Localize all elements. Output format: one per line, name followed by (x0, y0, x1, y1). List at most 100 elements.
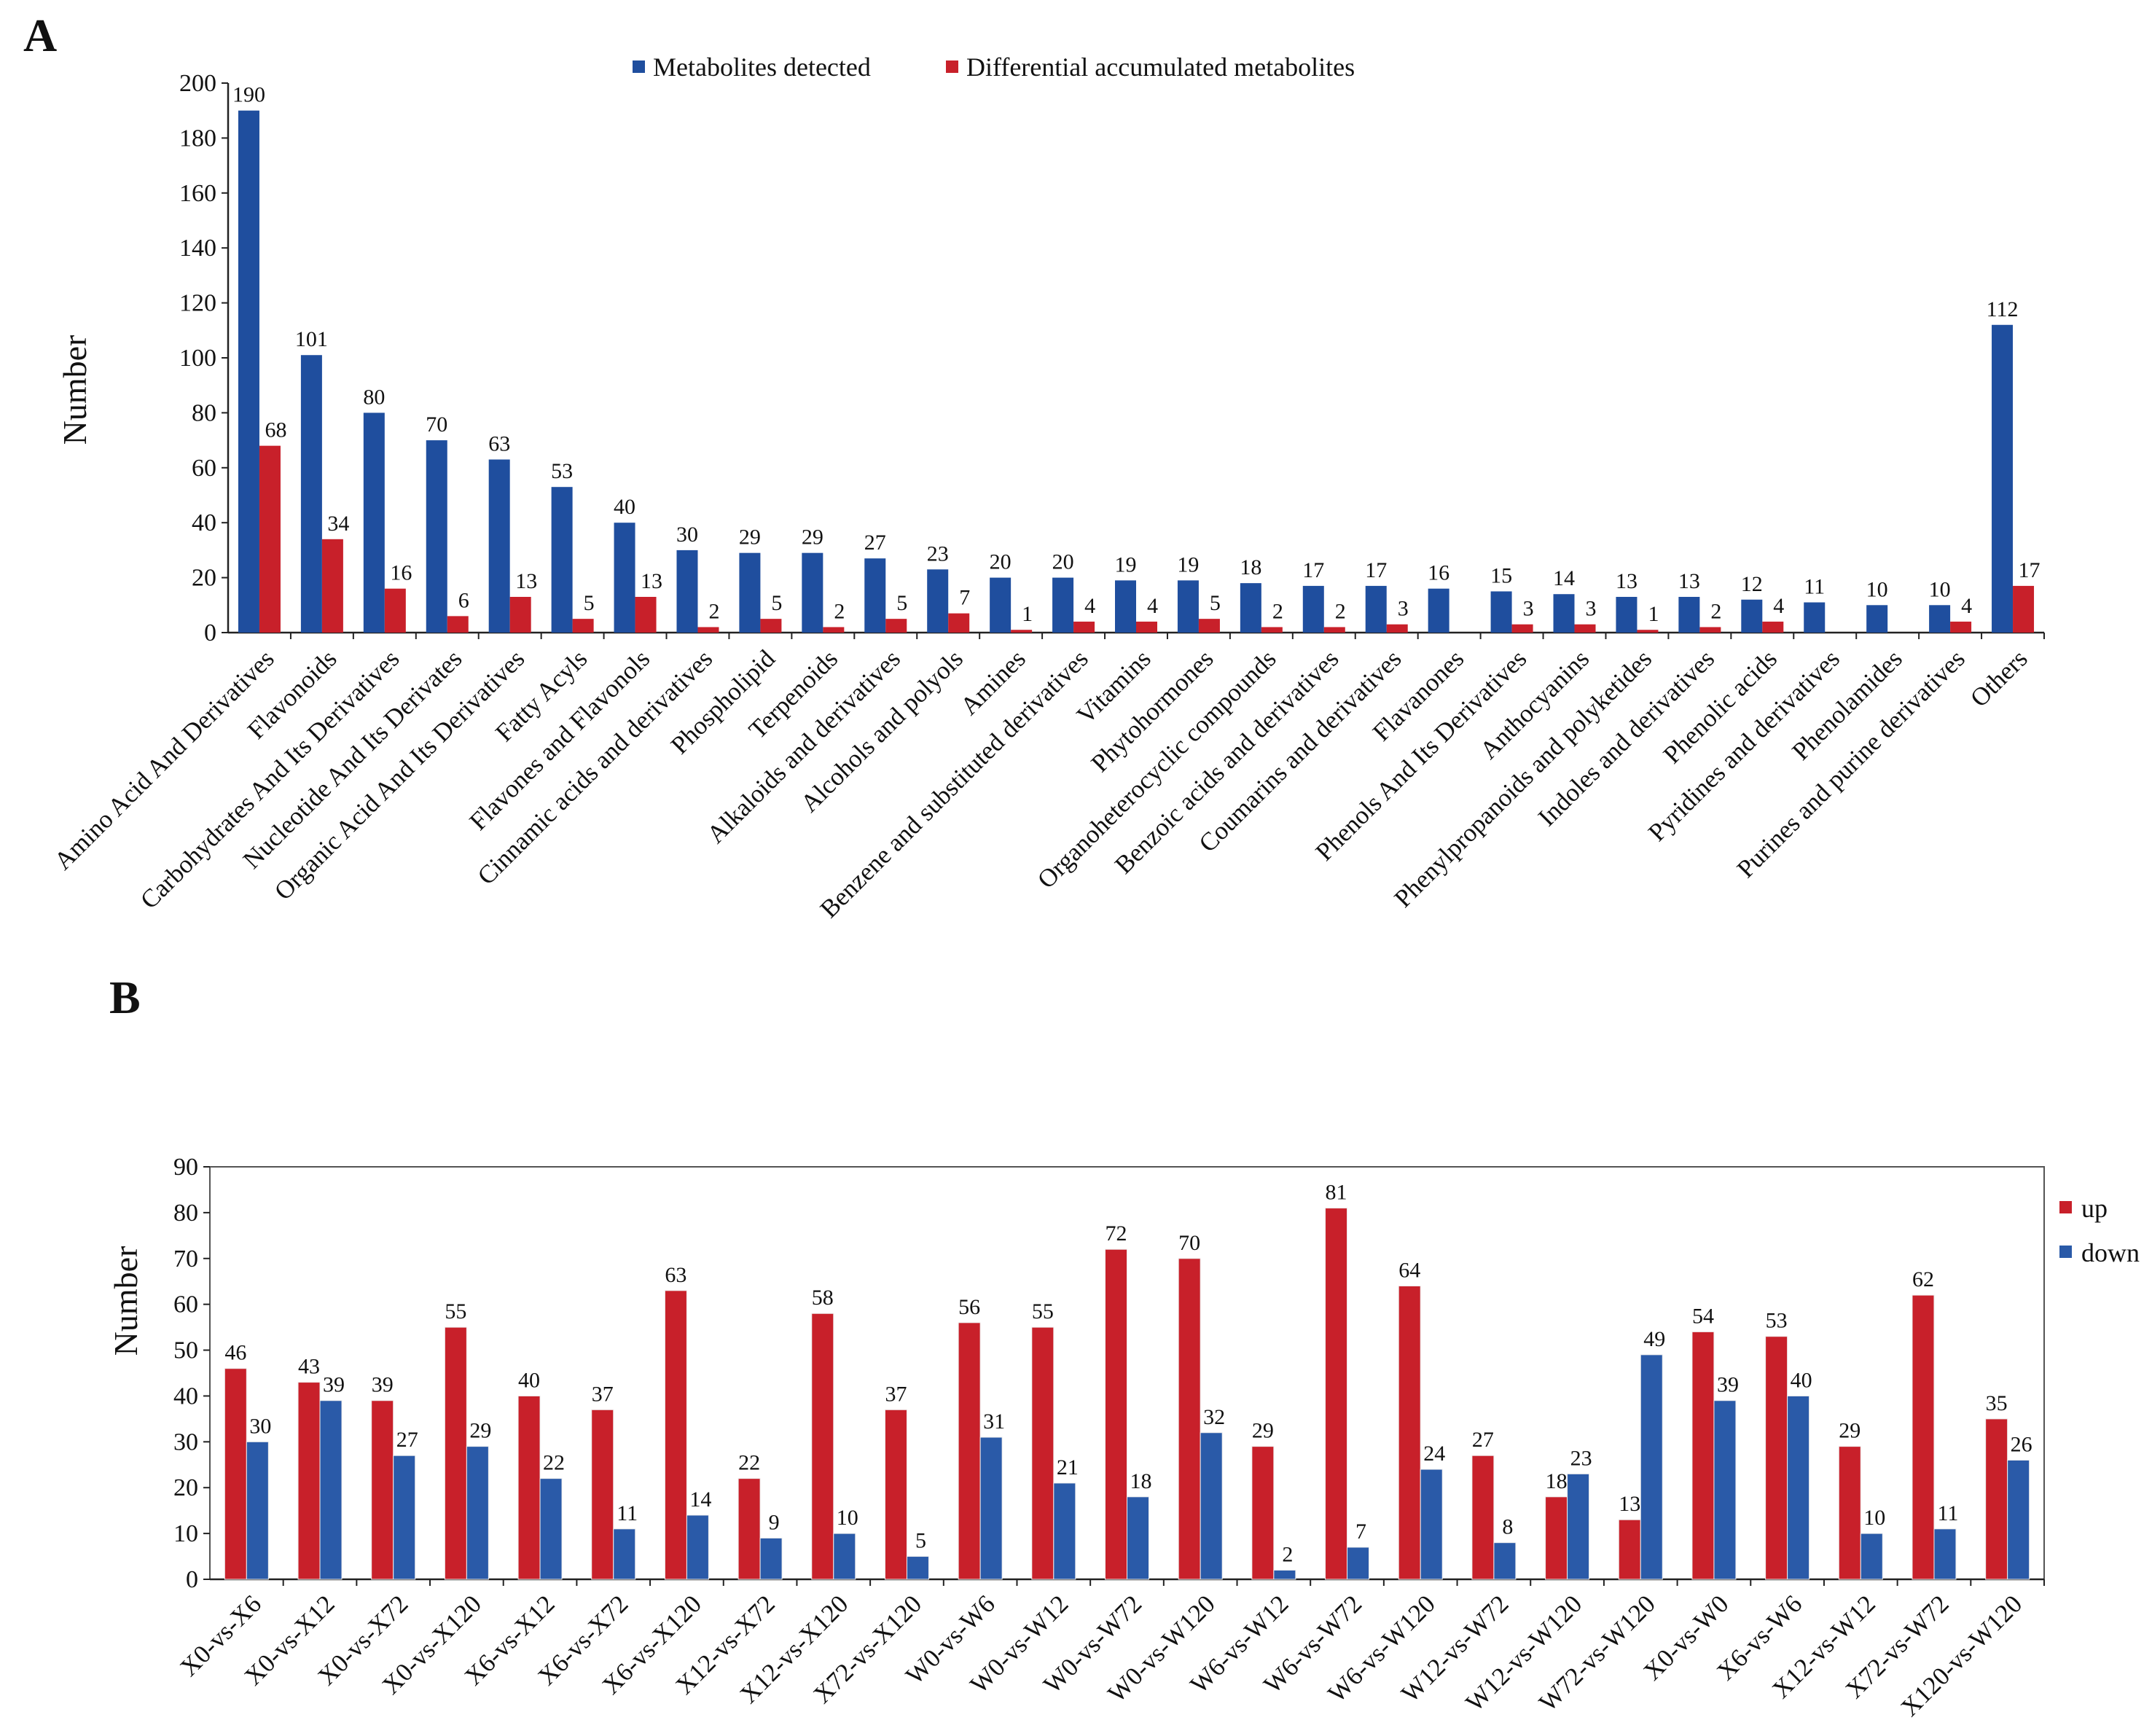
data-label: 27 (1472, 1428, 1494, 1452)
bar-series1 (1031, 1326, 1055, 1580)
bar-series2 (823, 627, 845, 633)
data-label: 3 (1398, 597, 1409, 621)
y-tick-label: 20 (192, 565, 216, 592)
data-label: 5 (584, 591, 595, 615)
bar-series1 (297, 1382, 321, 1580)
data-label: 80 (363, 385, 385, 409)
bar-series2 (613, 1528, 636, 1580)
y-tick-label: 30 (173, 1428, 198, 1455)
bar-series1 (1178, 1258, 1201, 1580)
bar-series1 (811, 1313, 834, 1580)
data-label: 23 (1570, 1446, 1592, 1470)
legend-label-down: down (2081, 1238, 2140, 1267)
data-label: 46 (224, 1341, 246, 1365)
data-label: 70 (1178, 1231, 1200, 1255)
bar-series1 (1929, 605, 1951, 633)
bar-series1 (884, 1409, 907, 1580)
data-label: 4 (1084, 594, 1095, 618)
panel-b-legend: up down (2059, 1194, 2140, 1267)
bar-series2 (447, 616, 469, 633)
bar-series2 (1574, 624, 1596, 633)
category-label: Amino Acid And Derivatives (49, 644, 280, 875)
data-label: 13 (1616, 569, 1638, 593)
panel-b: B Number up down 0 10 20 30 40 50 60 70 80 90 46 30… (107, 971, 2140, 1722)
data-label: 16 (1428, 561, 1449, 585)
data-label: 34 (327, 512, 349, 536)
data-label: 10 (837, 1506, 858, 1530)
bar-series2 (1699, 627, 1721, 633)
data-label: 2 (708, 599, 719, 623)
bar-series2 (1136, 621, 1157, 633)
bar-series2 (1053, 1482, 1076, 1580)
panel-a: A Number Metabolites detected Differenti… (23, 9, 2045, 923)
data-label: 30 (249, 1414, 271, 1438)
category-label: Carbohydrates And Its Derivatives (135, 644, 405, 915)
data-label: 5 (915, 1529, 926, 1553)
bar-series1 (1838, 1446, 1861, 1580)
bar-series1 (300, 355, 322, 633)
data-label: 7 (959, 586, 970, 610)
y-tick-label: 10 (173, 1520, 198, 1547)
bar-series2 (759, 1537, 783, 1580)
data-label: 12 (1741, 572, 1763, 596)
data-label: 29 (469, 1419, 491, 1443)
bar-series2 (319, 1400, 343, 1580)
data-label: 30 (676, 523, 698, 547)
bar-series1 (1052, 577, 1074, 633)
bar-series1 (488, 459, 510, 633)
data-label: 53 (551, 459, 573, 483)
data-label: 19 (1115, 552, 1137, 576)
y-tick-label: 20 (173, 1474, 198, 1501)
bar-series1 (1177, 580, 1199, 633)
bar-series1 (990, 577, 1012, 633)
data-label: 64 (1398, 1259, 1420, 1283)
bar-series2 (393, 1455, 416, 1580)
data-label: 29 (1839, 1419, 1860, 1443)
panel-b-y-axis-title: Number (107, 1246, 144, 1356)
bar-series1 (1471, 1455, 1495, 1580)
data-label: 39 (372, 1373, 394, 1397)
legend-label-differential-metabolites: Differential accumulated metabolites (966, 52, 1355, 82)
data-label: 11 (1938, 1501, 1959, 1525)
data-label: 13 (515, 569, 537, 593)
data-label: 4 (1961, 594, 1972, 618)
data-label: 1 (1648, 602, 1659, 626)
bar-series2 (2007, 1459, 2030, 1580)
y-tick-label: 60 (192, 455, 216, 482)
y-tick-label: 80 (192, 399, 216, 426)
bar-series2 (948, 613, 970, 633)
panel-b-label: B (109, 971, 141, 1023)
panel-a-legend: Metabolites detected Differential accumu… (633, 52, 1355, 82)
bar-series2 (1200, 1432, 1223, 1580)
y-tick-label: 100 (179, 345, 216, 372)
legend-swatch-down (2059, 1246, 2072, 1258)
data-label: 27 (396, 1428, 418, 1452)
bar-series1 (1765, 1336, 1788, 1580)
bar-series1 (1985, 1418, 2008, 1580)
bar-series2 (1713, 1400, 1737, 1580)
bar-series2 (2013, 585, 2035, 633)
bar-series1 (1428, 588, 1449, 633)
data-label: 13 (641, 569, 662, 593)
data-label: 56 (958, 1295, 980, 1319)
data-label: 6 (458, 588, 469, 612)
bar-series1 (864, 558, 886, 633)
bar-series1 (1616, 596, 1638, 633)
legend-label-up: up (2081, 1194, 2108, 1223)
data-label: 39 (323, 1373, 345, 1397)
data-label: 5 (1210, 591, 1221, 615)
bar-series2 (1198, 619, 1220, 633)
y-tick-label: 0 (186, 1566, 198, 1593)
data-label: 32 (1203, 1405, 1225, 1429)
panel-a-y-axis-title: Number (56, 335, 93, 445)
bar-series2 (1860, 1533, 1883, 1580)
data-label: 112 (1987, 297, 2019, 321)
bar-series2 (635, 596, 657, 633)
data-label: 5 (771, 591, 782, 615)
bar-series1 (927, 569, 949, 633)
data-label: 58 (812, 1286, 834, 1310)
bar-series2 (509, 596, 531, 633)
data-label: 2 (1282, 1542, 1293, 1566)
bar-series2 (1420, 1469, 1443, 1580)
